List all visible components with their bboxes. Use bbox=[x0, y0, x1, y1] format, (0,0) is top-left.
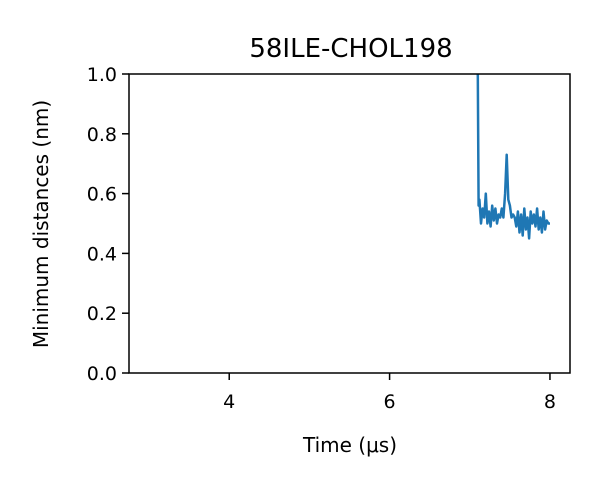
y-axis-ticks: 0.0 0.2 0.4 0.6 0.8 1.0 bbox=[87, 64, 129, 385]
y-axis-label: Minimum distances (nm) bbox=[29, 100, 53, 348]
y-tick-label: 0.6 bbox=[87, 184, 117, 206]
y-tick-label: 0.8 bbox=[87, 124, 117, 146]
x-axis-ticks: 4 6 8 bbox=[223, 373, 556, 413]
y-tick-label: 0.4 bbox=[87, 243, 117, 265]
chart-title: 58ILE-CHOL198 bbox=[249, 34, 452, 64]
y-tick-label: 1.0 bbox=[87, 64, 117, 86]
y-tick-label: 0.2 bbox=[87, 303, 117, 325]
x-tick-label: 8 bbox=[544, 391, 556, 413]
plot-area bbox=[128, 73, 571, 374]
series-layer bbox=[476, 74, 550, 240]
y-tick-label: 0.0 bbox=[87, 363, 117, 385]
plot-frame bbox=[128, 73, 571, 374]
x-axis-label: Time (μs) bbox=[302, 433, 397, 457]
series-line bbox=[476, 74, 550, 240]
x-tick-label: 4 bbox=[223, 391, 235, 413]
x-tick-label: 6 bbox=[384, 391, 396, 413]
